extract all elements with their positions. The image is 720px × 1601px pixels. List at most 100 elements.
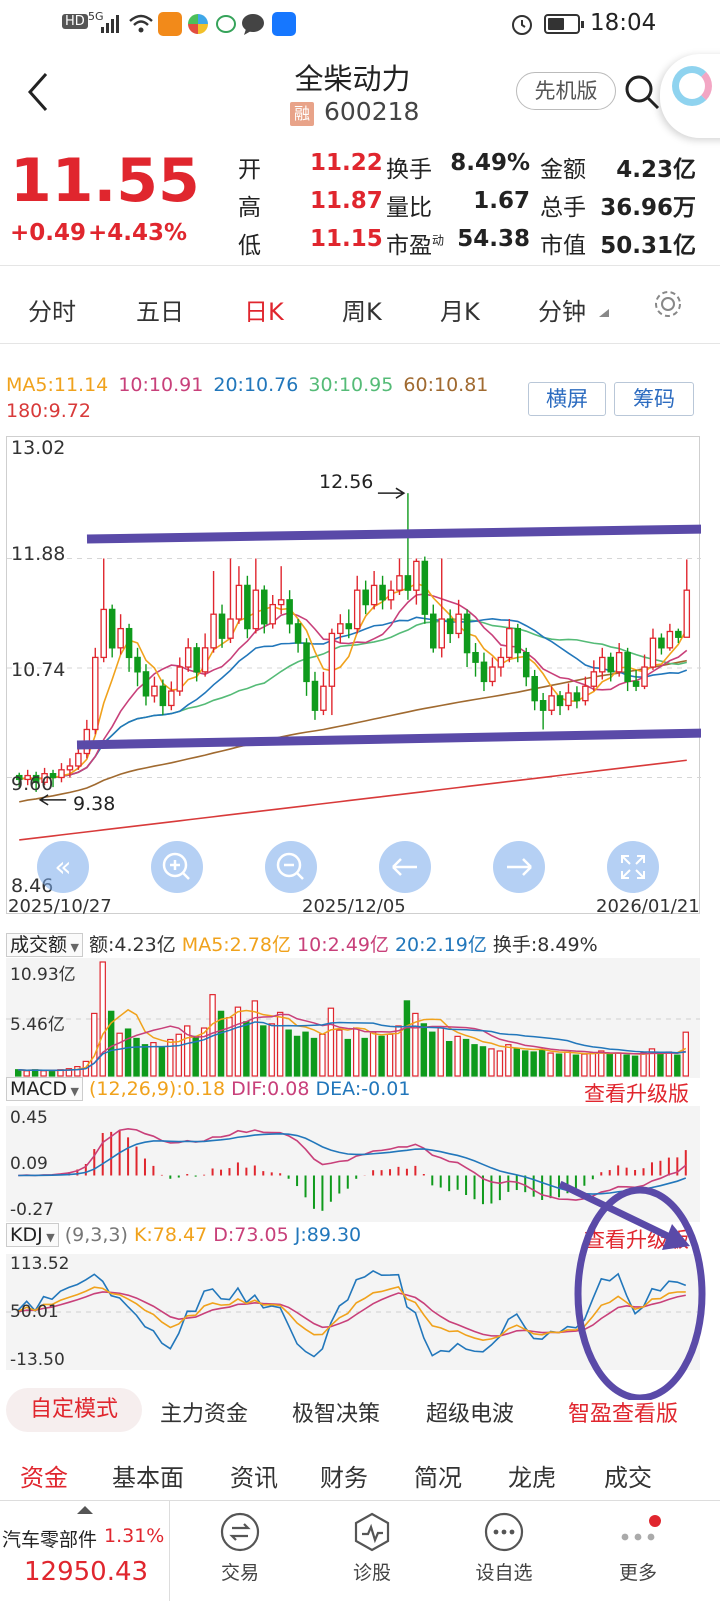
candle-body: [624, 651, 631, 683]
subtab-news[interactable]: 资讯: [230, 1464, 278, 1492]
volume-bar: [200, 1027, 208, 1077]
subtab-fundamentals[interactable]: 基本面: [112, 1464, 184, 1492]
candle-body: [49, 773, 57, 779]
candle-body: [100, 608, 107, 659]
volume-bar: [243, 1021, 250, 1077]
nav-add-watchlist[interactable]: 设自选: [444, 1501, 564, 1601]
nav-diagnose[interactable]: 诊股: [312, 1501, 432, 1601]
tab-weekly-k[interactable]: 周K: [342, 298, 382, 326]
zoom-controls: «: [37, 841, 677, 897]
candle-body: [455, 613, 462, 635]
candle-body: [328, 632, 336, 687]
tab-daily-k[interactable]: 日K: [244, 298, 284, 326]
candle-body: [607, 656, 614, 673]
tab-minute[interactable]: 分钟: [538, 298, 586, 326]
candle-body: [353, 589, 361, 630]
search-icon[interactable]: [622, 72, 662, 112]
candle-body: [675, 630, 682, 638]
volume-bar: [437, 1027, 444, 1077]
volume-bar: [589, 1052, 597, 1077]
macd-dropdown[interactable]: MACD ▼: [6, 1077, 83, 1101]
tab-custom-mode[interactable]: 自定模式: [6, 1388, 142, 1432]
nav-add-watchlist-label: 设自选: [475, 1562, 533, 1584]
tab-smart-decision[interactable]: 极智决策: [292, 1402, 381, 1427]
volume-ma20: 20:2.19亿: [394, 934, 487, 956]
ma10-legend: 10:10.91: [118, 374, 204, 396]
fullscreen-button[interactable]: [607, 841, 659, 893]
tab-five-day[interactable]: 五日: [136, 298, 184, 326]
landscape-button[interactable]: 横屏: [528, 382, 606, 416]
tab-zhiying[interactable]: 智盈查看版: [568, 1402, 679, 1427]
kdj-j-line: [17, 1270, 687, 1358]
candle-body: [446, 618, 454, 635]
volume-bar: [48, 1070, 56, 1077]
subtab-dragon-tiger[interactable]: 龙虎: [508, 1464, 556, 1492]
kdj-k: K:78.47: [133, 1224, 208, 1246]
back-arrow-icon[interactable]: [24, 70, 52, 114]
annotation-arrowhead: [662, 1224, 690, 1250]
volume-bar: [412, 1012, 419, 1077]
nav-more[interactable]: 更多: [578, 1501, 698, 1601]
low-annotation: 9.38: [73, 793, 116, 815]
nav-trade[interactable]: 交易: [180, 1501, 300, 1601]
ma30-legend: 30:10.95: [308, 374, 394, 396]
volume-bar: [353, 1027, 360, 1077]
margin-badge: 融: [290, 102, 314, 126]
kline-chart[interactable]: 13.02 11.88 10.74 9.60 8.46 12.56 9.38 «: [6, 436, 701, 914]
zoom-in-button[interactable]: [151, 841, 203, 893]
ma60-legend: 60:10.81: [403, 374, 489, 396]
settings-gear-icon[interactable]: [652, 288, 684, 320]
tab-main-capital[interactable]: 主力资金: [160, 1402, 249, 1427]
volume-bar: [158, 1046, 166, 1077]
high-value: 11.87: [310, 188, 383, 214]
volume-chart[interactable]: 10.93亿 5.46亿: [6, 958, 700, 1078]
chips-button[interactable]: 筹码: [614, 382, 694, 416]
tab-super-wave[interactable]: 超级电波: [426, 1402, 515, 1427]
floating-assistant-icon[interactable]: [660, 54, 720, 138]
candle-body: [261, 589, 268, 625]
tab-monthly-k[interactable]: 月K: [440, 298, 480, 326]
volume-bar: [564, 1051, 571, 1077]
status-time: 18:04: [590, 10, 657, 36]
sector-index-widget[interactable]: 汽车零部件 1.31% 12950.43: [0, 1501, 170, 1601]
volume-legend: 成交额 ▼ 额:4.23亿 MA5:2.78亿 10:2.49亿 20:2.19…: [6, 930, 706, 960]
subtab-finance[interactable]: 财务: [320, 1464, 368, 1492]
dropdown-triangle-icon: [599, 309, 609, 317]
macd-chart[interactable]: 0.45 0.09 -0.27: [6, 1106, 700, 1222]
subtab-trades[interactable]: 成交: [604, 1464, 652, 1492]
rewind-button[interactable]: «: [37, 841, 89, 893]
volume-bar: [150, 1042, 157, 1077]
zoom-out-button[interactable]: [265, 841, 317, 893]
volume-bar: [344, 1038, 351, 1077]
kdj-dropdown[interactable]: KDJ ▼: [6, 1223, 59, 1247]
strategy-tabs: 自定模式 主力资金 极智决策 超级电波 智盈查看版: [0, 1384, 720, 1444]
volume-bar: [640, 1052, 647, 1077]
volume-bar: [107, 1010, 115, 1077]
candle-body: [582, 685, 589, 702]
volume-bar: [327, 1007, 335, 1077]
volume-bar: [361, 1037, 368, 1077]
period-tabs: 分时 五日 日K 周K 月K 分钟: [0, 268, 720, 344]
volume-bar: [513, 1048, 520, 1077]
volume-bar: [40, 1070, 47, 1077]
subtab-capital[interactable]: 资金: [20, 1464, 68, 1492]
macd-upgrade-link[interactable]: 查看升级版: [584, 1082, 689, 1106]
trade-icon: [220, 1512, 260, 1552]
scroll-left-button[interactable]: [379, 841, 431, 893]
volume-bar: [91, 1012, 98, 1077]
volume-bar: [648, 1048, 656, 1077]
candle-body: [548, 695, 555, 711]
tab-intraday[interactable]: 分时: [28, 298, 76, 326]
volume-bar: [488, 1048, 495, 1077]
kdj-chart[interactable]: 113.52 50.01 -13.50: [6, 1254, 700, 1370]
subtab-profile[interactable]: 简况: [414, 1464, 462, 1492]
kdj-params: (9,3,3): [64, 1224, 128, 1246]
sub-tabs: 资金 基本面 资讯 财务 简况 龙虎 成交: [0, 1456, 720, 1500]
edition-button[interactable]: 先机版: [516, 72, 616, 110]
price-change-pct: +4.43%: [88, 220, 188, 246]
scroll-right-button[interactable]: [493, 841, 545, 893]
volume-dropdown[interactable]: 成交额 ▼: [6, 933, 83, 957]
volume-bar: [538, 1049, 546, 1077]
candle-body: [522, 651, 530, 678]
candle-body: [184, 647, 192, 668]
